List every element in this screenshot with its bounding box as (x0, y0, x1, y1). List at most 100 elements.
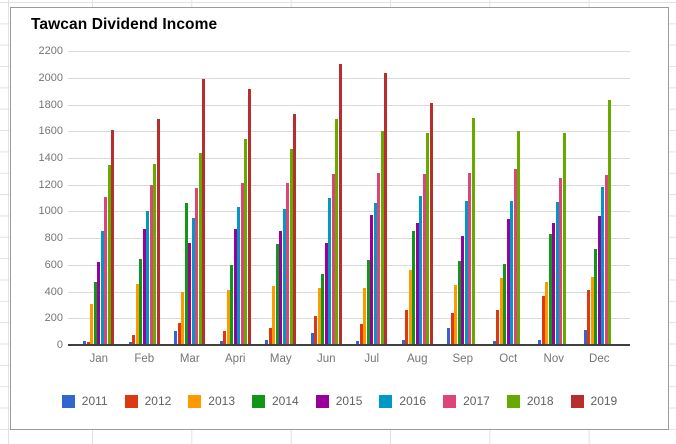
bar-2018-jul[interactable] (380, 131, 384, 345)
bar-2011-aug[interactable] (401, 340, 405, 345)
bar-2016-feb[interactable] (146, 210, 150, 345)
bar-2013-dec[interactable] (590, 276, 594, 345)
bar-2012-oct[interactable] (496, 309, 500, 345)
bar-2011-feb[interactable] (128, 341, 132, 345)
bar-2014-dec[interactable] (594, 248, 598, 345)
bar-2018-apri[interactable] (244, 139, 248, 345)
bar-2015-sep[interactable] (461, 236, 465, 345)
bar-2018-mar[interactable] (198, 152, 202, 345)
bar-2014-feb[interactable] (139, 258, 143, 345)
bar-2016-jul[interactable] (373, 202, 377, 345)
bar-2012-sep[interactable] (450, 312, 454, 345)
bar-2015-nov[interactable] (552, 222, 556, 345)
bar-2014-jul[interactable] (366, 259, 370, 345)
bar-2019-mar[interactable] (202, 79, 206, 345)
bar-2013-jun[interactable] (317, 287, 321, 345)
bar-2012-aug[interactable] (405, 309, 409, 345)
bar-2016-nov[interactable] (555, 202, 559, 345)
bar-2017-aug[interactable] (422, 173, 426, 345)
bar-2017-apri[interactable] (240, 183, 244, 345)
bar-2016-sep[interactable] (464, 201, 468, 345)
bar-2017-may[interactable] (286, 183, 290, 345)
bar-2013-oct[interactable] (499, 278, 503, 345)
bar-2018-dec[interactable] (608, 100, 612, 345)
bar-2016-jun[interactable] (328, 198, 332, 345)
bar-2014-mar[interactable] (184, 202, 188, 345)
bar-2019-jul[interactable] (384, 73, 388, 345)
bar-2011-apri[interactable] (219, 341, 223, 345)
bar-2015-jun[interactable] (324, 242, 328, 345)
bar-2013-may[interactable] (272, 286, 276, 345)
bar-2013-sep[interactable] (454, 284, 458, 345)
bar-2014-may[interactable] (275, 244, 279, 345)
bar-2016-apri[interactable] (237, 207, 241, 345)
bar-2011-jun[interactable] (310, 333, 314, 345)
bar-2012-nov[interactable] (541, 295, 545, 345)
bar-2013-feb[interactable] (135, 283, 139, 345)
bar-2011-mar[interactable] (174, 331, 178, 345)
bar-2017-nov[interactable] (559, 178, 563, 345)
bar-2015-mar[interactable] (188, 242, 192, 345)
bar-2019-feb[interactable] (156, 118, 160, 345)
bar-2018-sep[interactable] (471, 117, 475, 345)
bar-2018-aug[interactable] (426, 132, 430, 345)
bar-2017-jan[interactable] (104, 196, 108, 345)
bar-2016-oct[interactable] (510, 200, 514, 345)
bar-2014-aug[interactable] (412, 231, 416, 345)
bar-2015-oct[interactable] (506, 218, 510, 345)
bar-2012-jan[interactable] (86, 342, 90, 345)
bar-2017-jun[interactable] (331, 173, 335, 345)
bar-2019-aug[interactable] (429, 102, 433, 345)
bar-2019-apri[interactable] (247, 89, 251, 345)
bar-2014-sep[interactable] (457, 260, 461, 345)
bar-2013-aug[interactable] (408, 270, 412, 345)
bar-2015-may[interactable] (279, 231, 283, 345)
bar-2012-mar[interactable] (177, 322, 181, 345)
bar-2017-sep[interactable] (468, 173, 472, 345)
bar-2015-feb[interactable] (142, 228, 146, 345)
bar-2018-nov[interactable] (562, 132, 566, 345)
bar-2017-mar[interactable] (195, 188, 199, 345)
bar-2019-jan[interactable] (111, 129, 115, 345)
bar-2015-aug[interactable] (415, 222, 419, 345)
bar-2017-dec[interactable] (604, 174, 608, 345)
bar-2013-jul[interactable] (363, 287, 367, 345)
bar-2016-mar[interactable] (191, 218, 195, 345)
bar-2019-jun[interactable] (338, 63, 342, 345)
bar-2013-apri[interactable] (226, 289, 230, 345)
bar-2011-jul[interactable] (356, 341, 360, 345)
bar-2011-may[interactable] (265, 339, 269, 345)
bar-2012-may[interactable] (268, 328, 272, 345)
bar-2013-jan[interactable] (90, 304, 94, 345)
bar-2011-jan[interactable] (83, 341, 87, 345)
bar-2015-dec[interactable] (597, 216, 601, 345)
bar-2016-may[interactable] (282, 209, 286, 345)
bar-2018-jun[interactable] (335, 118, 339, 345)
bar-2015-jan[interactable] (97, 262, 101, 345)
bar-2013-nov[interactable] (545, 282, 549, 345)
bar-2012-feb[interactable] (132, 335, 136, 345)
bar-2018-jan[interactable] (107, 165, 111, 345)
bar-2016-aug[interactable] (419, 196, 423, 345)
bar-2013-mar[interactable] (181, 291, 185, 345)
bar-2012-dec[interactable] (587, 289, 591, 345)
bar-2011-sep[interactable] (447, 328, 451, 345)
bar-2017-jul[interactable] (377, 173, 381, 345)
bar-2011-dec[interactable] (583, 329, 587, 345)
bar-2012-apri[interactable] (223, 331, 227, 345)
bar-2018-may[interactable] (289, 149, 293, 345)
bar-2018-oct[interactable] (517, 130, 521, 345)
bar-2014-nov[interactable] (548, 234, 552, 345)
bar-2016-dec[interactable] (601, 186, 605, 345)
bar-2019-may[interactable] (293, 113, 297, 345)
bar-2018-feb[interactable] (153, 163, 157, 345)
bar-2012-jun[interactable] (314, 316, 318, 345)
bar-2014-apri[interactable] (230, 264, 234, 345)
chart-card[interactable]: Tawcan Dividend Income 0 200 400 600 800 1000… (10, 7, 669, 430)
bar-2012-jul[interactable] (359, 324, 363, 345)
bar-2014-jun[interactable] (321, 273, 325, 345)
bar-2017-oct[interactable] (513, 169, 517, 345)
bar-2014-oct[interactable] (503, 263, 507, 345)
bar-2015-jul[interactable] (370, 215, 374, 345)
bar-2016-jan[interactable] (100, 230, 104, 345)
